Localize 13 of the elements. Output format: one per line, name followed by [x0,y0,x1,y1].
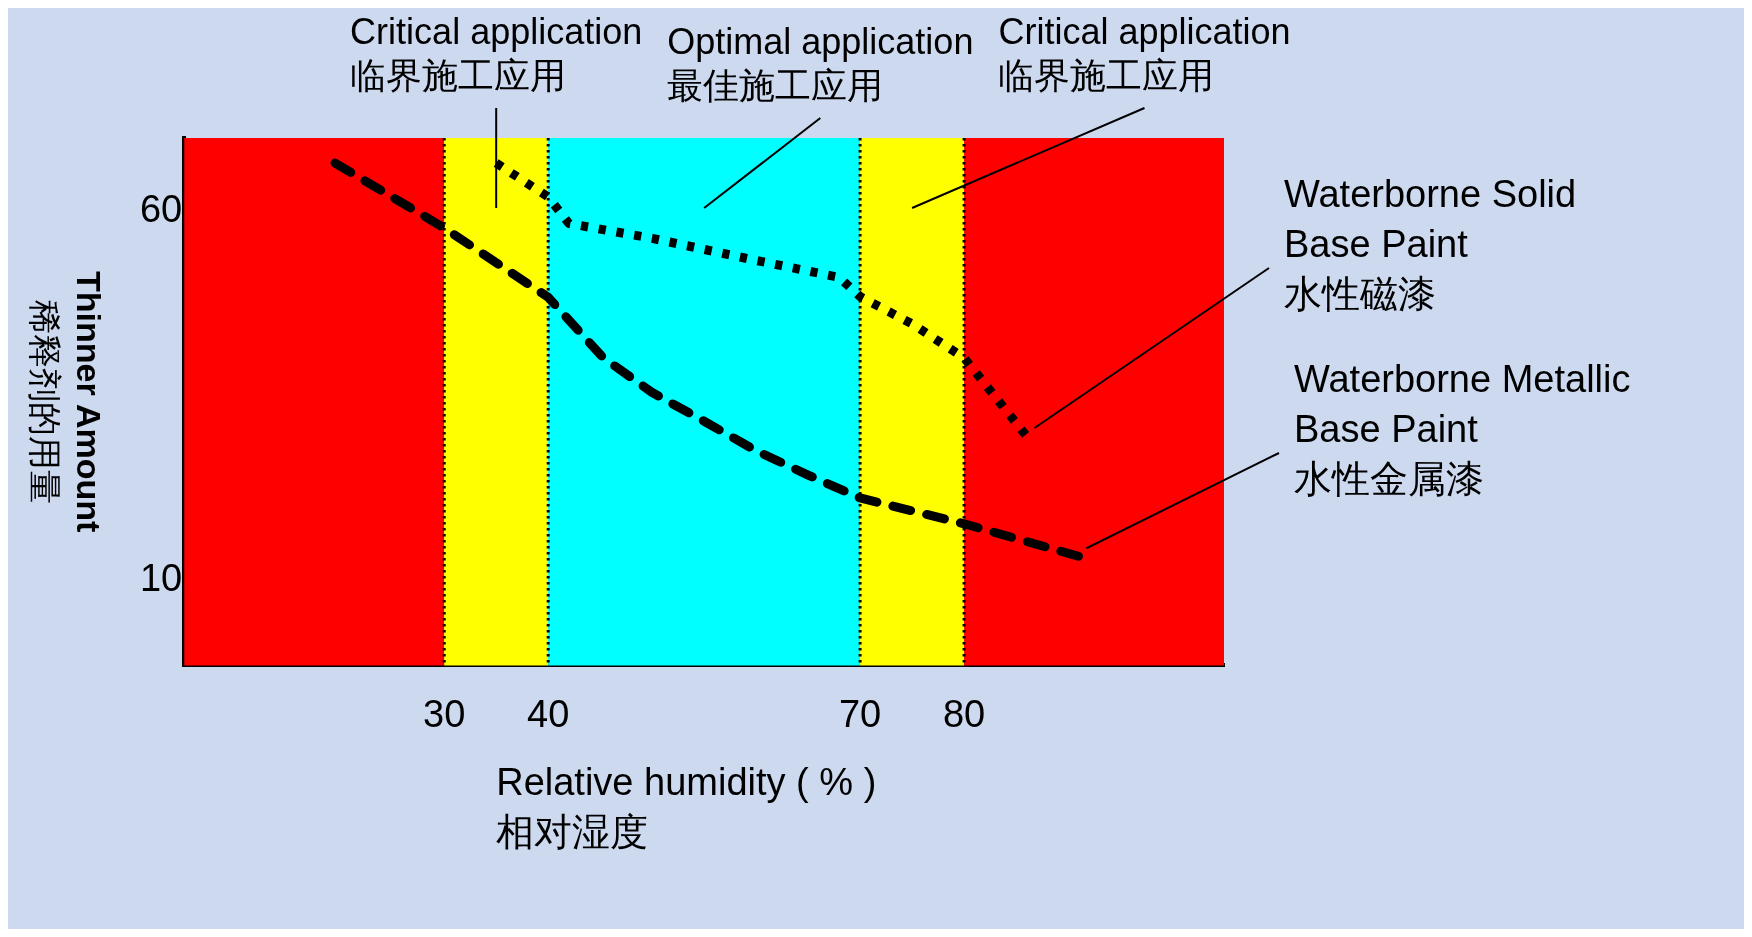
y-axis-title: Thinner Amount 稀释剂的用量 [25,271,108,533]
text: Waterborne Metallic Base Paint 水性金属漆 [1294,358,1631,501]
x-tick-label: 40 [527,692,570,735]
x-tick-label: 30 [423,692,466,735]
y-tick-label: 10 [139,557,183,600]
band-label: Optimal application 最佳施工应用 [667,20,974,106]
band-label: Critical application 临界施工应用 [998,10,1291,96]
text: Waterborne Solid Base Paint 水性磁漆 [1284,173,1577,316]
y-tick-label: 60 [139,188,183,231]
x-tick-label: 70 [838,692,882,735]
band-label: Critical application 临界施工应用 [350,10,643,96]
x-axis-title: Relative humidity ( % ) 相对湿度 [496,760,877,853]
x-tick-label: 80 [942,692,986,735]
